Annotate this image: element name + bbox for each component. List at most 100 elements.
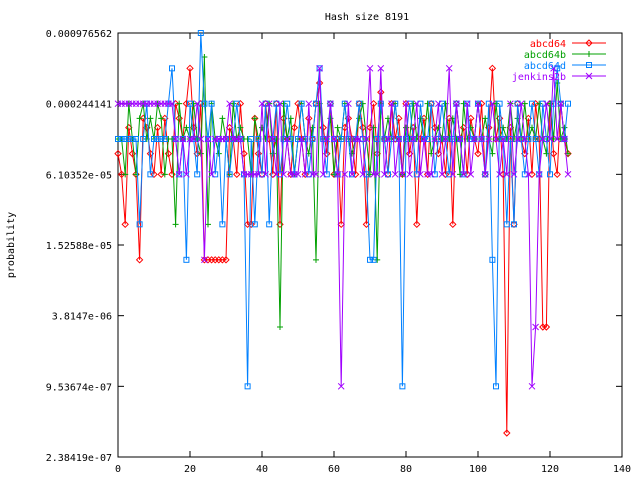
data-point-jenkins2b [453, 100, 460, 108]
data-point-abcd64d [266, 221, 273, 228]
data-point-abcd64d [503, 221, 510, 228]
data-point-abcd64d [151, 135, 157, 142]
data-point-abcd64 [254, 149, 263, 158]
data-point-jenkins2b [222, 135, 230, 143]
data-point-abcd64d [115, 135, 121, 142]
data-point-jenkins2b [204, 135, 212, 143]
data-point-jenkins2b [395, 135, 403, 143]
data-point-jenkins2b [463, 100, 471, 108]
data-point-jenkins2b [514, 135, 521, 143]
legend-marker [586, 62, 592, 68]
data-point-abcd64d [298, 100, 305, 107]
data-point-abcd64d [208, 100, 215, 107]
y-axis: 2.38419e-07 9.53674e-07 3.8147e-06 1.52588e… [46, 29, 622, 464]
data-point-abcd64d [507, 135, 514, 142]
data-point-abcd64 [128, 149, 137, 158]
data-point-jenkins2b [276, 100, 284, 108]
data-point-jenkins2b [348, 170, 356, 178]
data-point-abcd64b [219, 115, 226, 122]
data-point-abcd64b [280, 100, 287, 107]
data-point-abcd64d [154, 135, 161, 142]
data-point-jenkins2b [330, 135, 338, 143]
data-point-abcd64d [532, 135, 539, 142]
data-point-abcd64d [547, 171, 553, 178]
data-point-abcd64b [554, 79, 561, 86]
x-axis: 0 20 40 60 80 100 120 140 [115, 33, 631, 475]
data-point-abcd64 [542, 323, 551, 331]
data-point-abcd64d [399, 383, 406, 390]
data-point-jenkins2b [190, 135, 197, 143]
data-point-abcd64d [467, 135, 474, 142]
data-point-abcd64 [413, 220, 421, 229]
data-point-abcd64b [215, 150, 222, 157]
y-tick-label: 2.38419e-07 [46, 453, 112, 464]
data-point-jenkins2b [366, 64, 374, 72]
data-point-abcd64d [525, 135, 532, 142]
data-point-abcd64d [392, 100, 399, 107]
data-point-abcd64d [417, 100, 424, 107]
data-point-abcd64d [118, 135, 125, 142]
data-point-abcd64b [410, 100, 417, 107]
data-point-abcd64 [182, 99, 191, 108]
data-point-jenkins2b [381, 170, 388, 178]
data-point-abcd64d [284, 100, 291, 107]
data-point-abcd64d [262, 100, 269, 107]
data-point-abcd64d [280, 135, 287, 142]
data-point-jenkins2b [345, 100, 352, 108]
data-point-abcd64b [251, 115, 258, 122]
data-point-abcd64 [305, 114, 313, 123]
data-point-abcd64d [424, 135, 431, 142]
data-point-jenkins2b [564, 170, 572, 178]
data-point-abcd64d [489, 256, 496, 263]
data-point-abcd64d [277, 171, 283, 178]
data-point-abcd64d [439, 100, 445, 107]
data-point-abcd64 [121, 220, 129, 229]
data-point-abcd64d [233, 100, 240, 107]
legend-label: jenkins2b [512, 72, 566, 83]
data-point-abcd64d [125, 135, 132, 142]
plot-frame [117, 32, 623, 458]
data-point-jenkins2b [535, 170, 543, 178]
data-point-jenkins2b [377, 64, 385, 72]
data-point-abcd64 [315, 79, 324, 87]
data-point-abcd64 [164, 149, 173, 158]
data-point-jenkins2b [197, 135, 205, 143]
y-tick-label: 3.8147e-06 [52, 312, 112, 323]
data-point-abcd64d [449, 135, 456, 142]
data-point-abcd64 [135, 256, 144, 264]
data-point-jenkins2b [265, 100, 273, 108]
y-tick-label: 9.53674e-07 [46, 382, 112, 393]
data-point-abcd64 [294, 99, 302, 108]
data-point-abcd64d [212, 171, 219, 178]
data-point-jenkins2b [543, 100, 550, 108]
data-point-abcd64d [320, 135, 327, 142]
x-tick-label: 140 [613, 464, 631, 475]
x-tick-label: 60 [328, 464, 340, 475]
data-point-jenkins2b [409, 135, 417, 143]
data-point-abcd64d [122, 135, 129, 142]
data-point-abcd64d [136, 221, 143, 228]
data-point-jenkins2b [460, 170, 467, 178]
data-point-abcd64d [388, 135, 395, 142]
data-point-jenkins2b [384, 135, 392, 143]
data-point-abcd64b [331, 171, 337, 178]
data-point-jenkins2b [269, 135, 277, 143]
data-point-abcd64d [485, 100, 492, 107]
data-point-abcd64d [435, 135, 442, 142]
x-tick-label: 120 [541, 464, 559, 475]
data-point-jenkins2b [528, 382, 536, 390]
data-point-jenkins2b [525, 170, 532, 178]
x-tick-label: 80 [400, 464, 412, 475]
data-point-jenkins2b [492, 135, 500, 143]
data-point-abcd64d [219, 221, 226, 228]
data-point-abcd64b [359, 100, 366, 107]
data-point-abcd64 [114, 149, 122, 158]
data-point-abcd64b [176, 100, 183, 107]
legend-marker [586, 51, 592, 57]
data-point-abcd64d [323, 171, 330, 178]
data-point-abcd64b [500, 124, 507, 131]
data-point-abcd64d [431, 171, 438, 178]
series-layer [114, 29, 572, 437]
